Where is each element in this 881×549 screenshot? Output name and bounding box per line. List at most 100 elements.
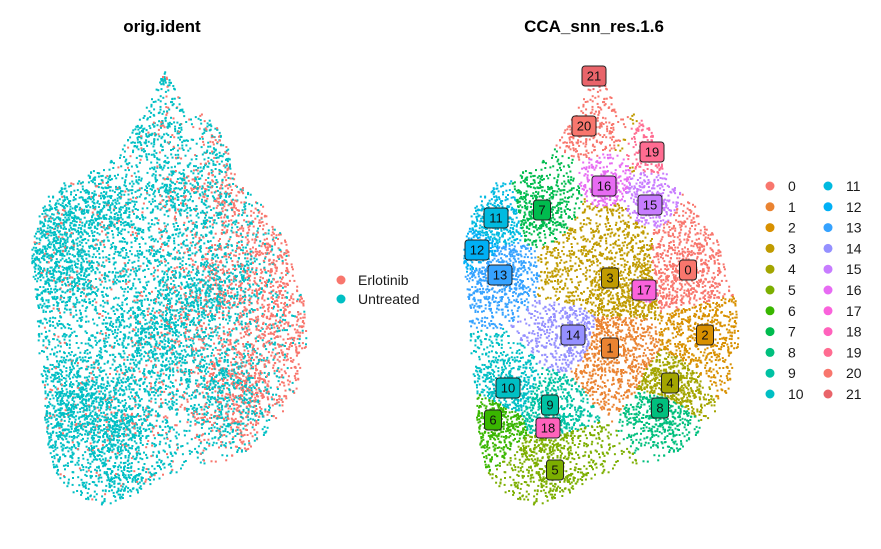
cell-point bbox=[116, 490, 119, 493]
cell-point bbox=[58, 261, 61, 264]
cell-point bbox=[278, 360, 281, 363]
cell-point bbox=[94, 219, 97, 222]
cell-point bbox=[64, 301, 67, 304]
cell-point bbox=[103, 206, 106, 209]
cell-point bbox=[47, 339, 50, 342]
cell-point bbox=[66, 240, 69, 243]
cell-point bbox=[127, 463, 129, 466]
cell-point bbox=[180, 467, 182, 470]
cell-point bbox=[197, 216, 200, 219]
cell-point bbox=[163, 140, 166, 143]
cell-point bbox=[272, 301, 275, 304]
cell-point bbox=[160, 398, 162, 401]
cell-point bbox=[138, 370, 141, 373]
cell-point bbox=[158, 120, 161, 123]
cell-point bbox=[230, 203, 233, 206]
cell-point bbox=[177, 162, 179, 165]
cell-point bbox=[271, 238, 274, 241]
cell-point bbox=[199, 292, 202, 295]
cell-point bbox=[247, 289, 250, 291]
cell-point bbox=[54, 225, 57, 228]
cell-point bbox=[102, 318, 105, 321]
cell-point bbox=[43, 267, 46, 270]
cell-point bbox=[45, 281, 48, 284]
cell-point bbox=[52, 397, 55, 400]
cell-point bbox=[234, 429, 237, 432]
cell-point bbox=[137, 445, 140, 448]
cell-point bbox=[39, 239, 42, 242]
cell-point bbox=[284, 389, 287, 392]
cell-point bbox=[159, 374, 162, 377]
cell-point bbox=[107, 224, 109, 227]
cell-point bbox=[247, 240, 250, 243]
cell-point bbox=[88, 423, 91, 426]
cell-point bbox=[176, 388, 179, 391]
cell-point bbox=[111, 478, 113, 481]
cell-point bbox=[61, 402, 64, 405]
cell-point bbox=[277, 321, 280, 323]
cell-point bbox=[171, 134, 174, 137]
cell-point bbox=[219, 143, 222, 146]
cell-point bbox=[160, 83, 163, 86]
cell-point bbox=[226, 322, 229, 325]
cell-point bbox=[182, 396, 185, 399]
cell-point bbox=[195, 158, 198, 161]
cell-point bbox=[281, 374, 284, 377]
cell-point bbox=[61, 236, 64, 239]
cell-point bbox=[303, 310, 306, 313]
cell-point bbox=[50, 310, 53, 313]
cell-point bbox=[211, 437, 214, 440]
cell-point bbox=[47, 299, 50, 302]
cell-point bbox=[213, 396, 216, 399]
cell-point bbox=[101, 451, 104, 454]
cell-point bbox=[192, 361, 195, 364]
cell-point bbox=[221, 397, 224, 400]
cell-point bbox=[254, 217, 257, 220]
cell-point bbox=[73, 260, 76, 263]
cell-point bbox=[222, 316, 225, 319]
cell-point bbox=[91, 370, 94, 373]
cell-point bbox=[79, 255, 82, 258]
cell-point bbox=[237, 382, 240, 385]
cell-point bbox=[150, 336, 153, 339]
cell-point bbox=[148, 261, 151, 264]
cell-point bbox=[137, 232, 140, 235]
cell-point bbox=[48, 292, 50, 295]
cell-point bbox=[180, 242, 183, 245]
cell-point bbox=[154, 189, 157, 192]
cell-point bbox=[52, 324, 55, 327]
cell-point bbox=[239, 423, 242, 426]
cell-point bbox=[221, 454, 224, 457]
cell-point bbox=[164, 415, 167, 418]
cell-point bbox=[227, 268, 230, 271]
cell-point bbox=[121, 228, 124, 231]
cell-point bbox=[119, 280, 122, 283]
cell-point bbox=[171, 426, 174, 429]
cell-point bbox=[108, 406, 111, 409]
cell-point bbox=[221, 268, 224, 271]
cell-point bbox=[46, 269, 49, 272]
cell-point bbox=[279, 233, 282, 236]
cell-point bbox=[166, 156, 169, 159]
cell-point bbox=[143, 372, 146, 375]
cell-point bbox=[145, 185, 148, 188]
cell-point bbox=[39, 232, 42, 235]
cell-point bbox=[242, 274, 245, 277]
cell-point bbox=[172, 148, 174, 151]
cell-point bbox=[108, 394, 111, 397]
cell-point bbox=[245, 220, 248, 223]
cell-point bbox=[87, 232, 89, 235]
cell-point bbox=[254, 248, 257, 251]
cell-point bbox=[112, 377, 115, 380]
cell-point bbox=[44, 335, 47, 338]
cell-point bbox=[68, 373, 71, 376]
cell-point bbox=[225, 255, 228, 258]
cell-point bbox=[271, 300, 273, 303]
cell-point bbox=[89, 351, 91, 354]
cell-point bbox=[73, 400, 76, 403]
cell-point bbox=[96, 341, 99, 344]
cell-point bbox=[231, 348, 234, 351]
cell-point bbox=[254, 433, 257, 436]
cell-point bbox=[52, 307, 55, 310]
cell-point bbox=[266, 237, 268, 240]
